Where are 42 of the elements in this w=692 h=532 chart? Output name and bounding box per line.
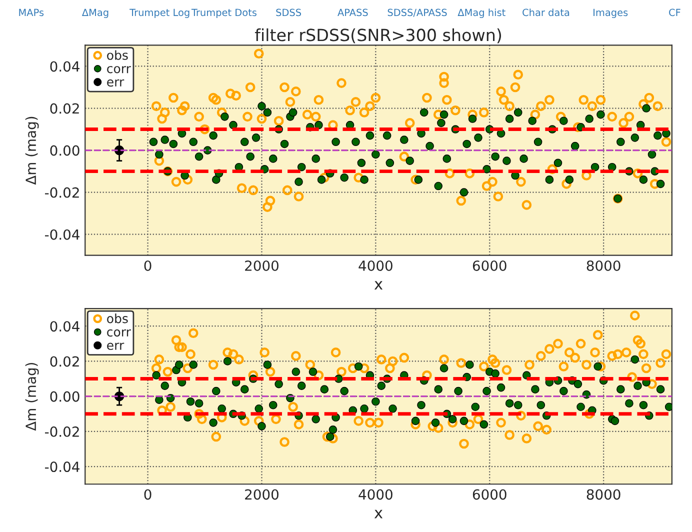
y-tick-label: 0.02 <box>50 356 79 367</box>
x-axis-title: x <box>374 510 383 518</box>
x-tick-label: 0 <box>144 260 152 271</box>
legend-label: corr <box>107 66 131 74</box>
text: SDSS/APASS <box>388 8 447 17</box>
x-tick-label: 2000 <box>245 260 278 271</box>
x-tick-label: 8000 <box>586 260 620 271</box>
text: MAPs <box>19 8 44 16</box>
y-tick-label: -0.02 <box>45 187 79 198</box>
x-tick-label: 6000 <box>472 260 506 271</box>
text: Trumpet Dots <box>191 8 256 18</box>
text: Trumpet Log <box>130 8 190 18</box>
y-tick-label: 0.00 <box>50 145 80 156</box>
y-tick-label: 0.04 <box>50 61 80 72</box>
y-tick-label: -0.04 <box>45 229 80 240</box>
x-tick-label: 2000 <box>245 489 278 500</box>
text: ΔMag hist <box>458 8 506 18</box>
x-axis-title: x <box>374 281 383 290</box>
y-tick-label: 0.00 <box>50 391 80 402</box>
legend-label: corr <box>107 329 131 337</box>
text: APASS <box>338 8 368 16</box>
text: CF <box>669 8 680 16</box>
x-tick-label: 4000 <box>358 489 392 500</box>
y-tick-label: -0.02 <box>45 426 79 437</box>
y-tick-label: 0.02 <box>50 103 79 114</box>
y-axis-title: Δm (mag) <box>25 116 39 185</box>
x-tick-label: 6000 <box>472 489 506 500</box>
y-axis-title: Δm (mag) <box>25 362 39 431</box>
text: ΔMag <box>82 8 108 18</box>
text: SDSS <box>276 8 302 16</box>
text: Images <box>594 8 628 18</box>
text: Char data <box>522 8 570 16</box>
y-tick-label: -0.04 <box>45 462 80 472</box>
x-tick-label: 4000 <box>358 260 392 271</box>
x-tick-label: 0 <box>144 489 152 500</box>
legend-label: obs <box>107 314 128 324</box>
x-tick-label: 8000 <box>586 489 620 500</box>
y-tick-label: 0.04 <box>50 321 80 332</box>
legend-label: err <box>107 79 124 87</box>
legend-label: err <box>107 342 124 350</box>
legend-label: obs <box>107 50 128 60</box>
chart-title: filter rSDSS(SNR>300 shown) <box>254 28 502 44</box>
